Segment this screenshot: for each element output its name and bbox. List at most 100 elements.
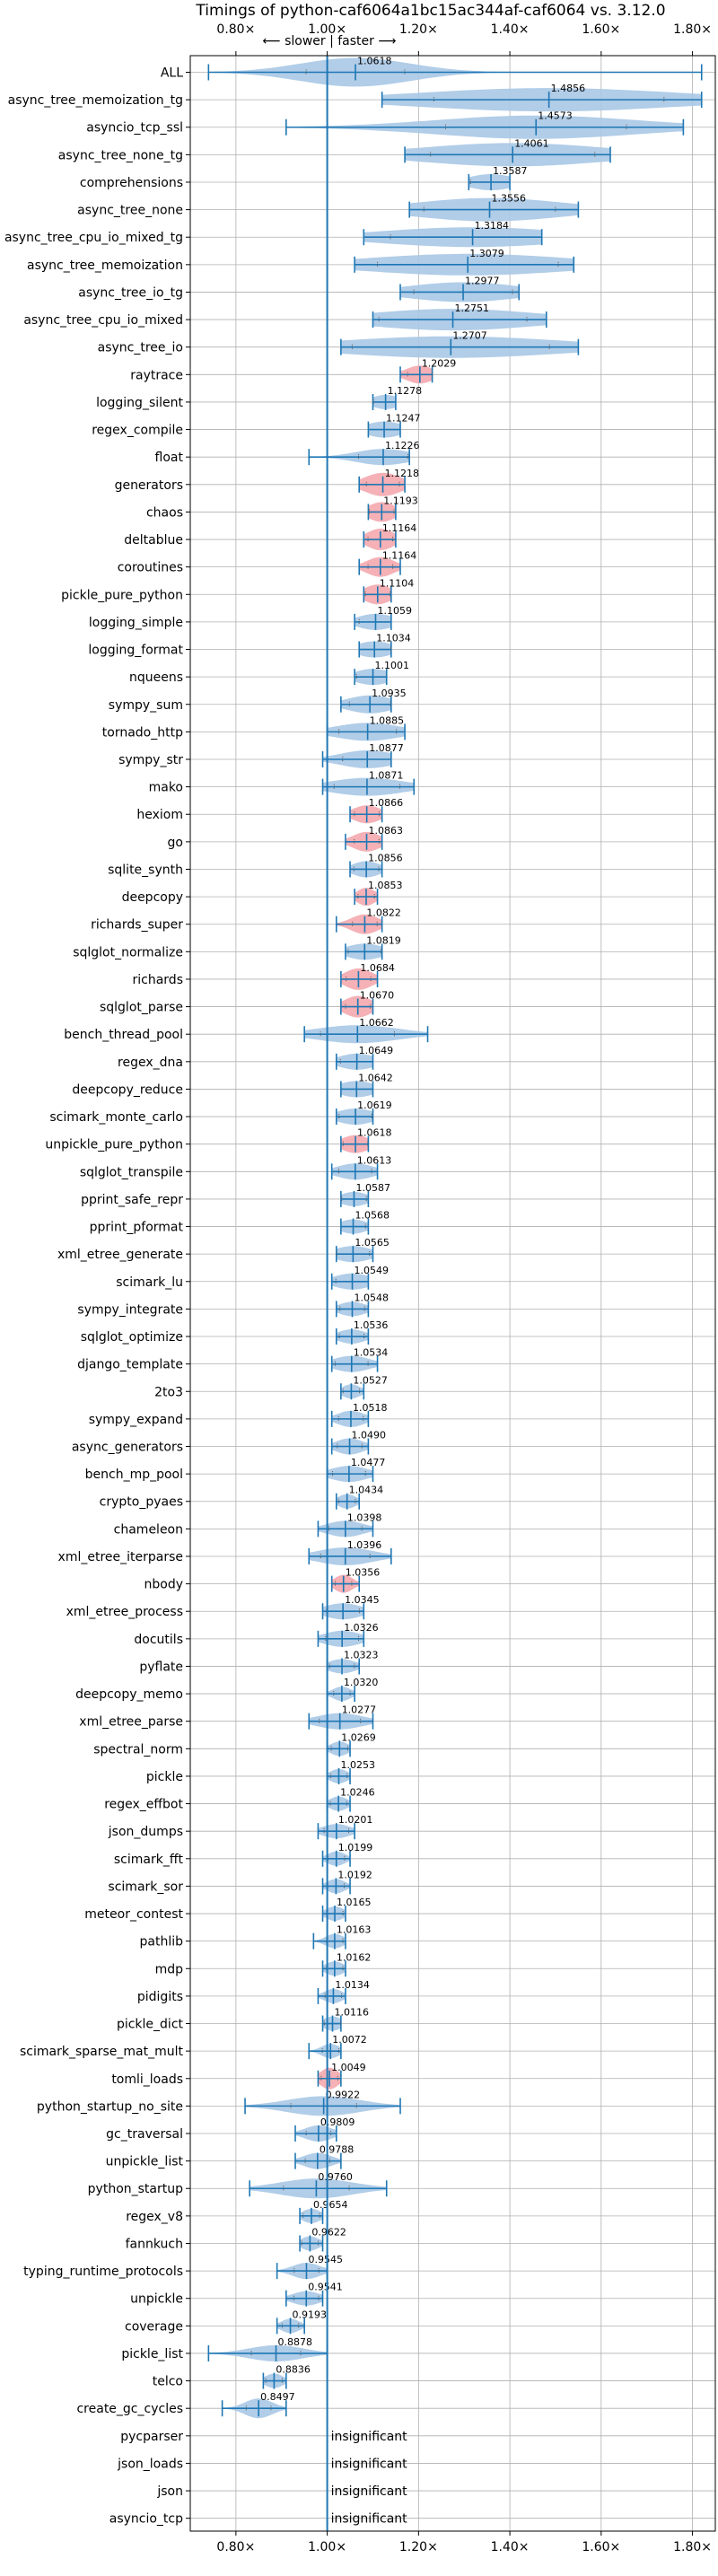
- benchmark-row: nbody 1.0356: [144, 1567, 380, 1593]
- benchmark-name: json_loads: [117, 2457, 183, 2471]
- benchmark-row: typing_runtime_protocols 0.9545: [23, 2254, 343, 2280]
- value-label: 1.4573: [538, 110, 573, 122]
- benchmark-name: tomli_loads: [111, 2072, 183, 2087]
- benchmark-name: async_tree_memoization_tg: [8, 93, 183, 108]
- benchmark-row: deepcopy_reduce 1.0642: [72, 1072, 393, 1098]
- benchmark-name: pycparser: [120, 2430, 183, 2444]
- benchmark-row: async_tree_memoization_tg 1.4856: [8, 83, 703, 112]
- value-label: 1.0534: [354, 1347, 389, 1359]
- benchmark-row: docutils 1.0326: [134, 1622, 379, 1647]
- value-label: 0.9622: [311, 2226, 346, 2238]
- value-label: 1.0684: [360, 962, 395, 974]
- value-label: 1.0323: [344, 1649, 379, 1660]
- benchmark-name: richards_super: [91, 918, 183, 933]
- value-label: 1.0587: [355, 1182, 390, 1194]
- benchmark-row: 2to3 1.0527: [154, 1374, 388, 1400]
- benchmark-rows: ALL 1.0618 async_tree_memoization_tg 1.4856…: [4, 56, 703, 2527]
- value-label: 1.2707: [452, 330, 487, 342]
- value-label: 0.8878: [278, 2336, 313, 2348]
- value-label: 1.1193: [383, 495, 418, 506]
- value-label: 1.1059: [377, 605, 412, 617]
- benchmark-row: sqlglot_normalize 1.0819: [73, 934, 401, 960]
- value-label: 0.8836: [276, 2364, 311, 2376]
- benchmark-name: pyflate: [139, 1660, 183, 1674]
- benchmark-row: go 1.0863: [168, 825, 403, 852]
- value-label: 1.0877: [369, 742, 404, 754]
- benchmark-row: raytrace 1.2029: [130, 357, 456, 384]
- value-label: 1.0536: [354, 1319, 389, 1331]
- bottom-tick-label: 1.00×: [308, 2540, 346, 2554]
- value-label: 1.0434: [349, 1485, 384, 1496]
- benchmark-row: pprint_pformat 1.0568: [90, 1210, 390, 1235]
- benchmark-name: deepcopy_memo: [75, 1687, 183, 1702]
- value-label: 1.0253: [340, 1759, 375, 1771]
- benchmark-name: xml_etree_parse: [79, 1715, 183, 1730]
- value-label: 1.0320: [344, 1677, 379, 1688]
- benchmark-row: float 1.1226: [155, 440, 419, 466]
- benchmark-name: async_tree_io_tg: [78, 285, 183, 300]
- benchmark-row: pickle_dict 1.0116: [117, 2007, 369, 2032]
- benchmark-name: scimark_lu: [116, 1275, 183, 1290]
- benchmark-row: comprehensions 1.3587: [80, 165, 528, 190]
- benchmark-row: sqlglot_transpile 1.0613: [80, 1154, 391, 1180]
- value-label: 1.1218: [385, 468, 420, 479]
- value-label: 1.0670: [360, 990, 395, 1002]
- value-label: 1.0662: [359, 1017, 394, 1029]
- grid-lines: [190, 56, 715, 2531]
- value-label: 1.0165: [337, 1897, 372, 1908]
- benchmark-row: scimark_sparse_mat_mult 1.0072: [20, 2034, 367, 2060]
- value-label: 1.0885: [370, 714, 405, 726]
- value-label: 1.2977: [465, 275, 500, 286]
- benchmark-name: typing_runtime_protocols: [23, 2265, 183, 2279]
- value-label: 0.9809: [320, 2116, 355, 2128]
- benchmark-name: pidigits: [137, 1990, 183, 2004]
- benchmark-name: logging_simple: [89, 616, 183, 630]
- benchmark-name: xml_etree_generate: [57, 1248, 183, 1262]
- value-label: 0.8497: [260, 2391, 295, 2403]
- value-label: 1.1034: [376, 633, 411, 644]
- benchmark-row: json_dumps 1.0201: [108, 1814, 373, 1839]
- top-tick-label: 1.60×: [582, 22, 620, 37]
- benchmark-row: async_tree_memoization 1.3079: [27, 248, 575, 276]
- benchmark-row: unpickle_list 0.9788: [106, 2144, 354, 2169]
- benchmark-row: tornado_http 1.0885: [102, 714, 406, 741]
- benchmark-name: pickle_dict: [117, 2018, 184, 2032]
- benchmark-row: coverage 0.9193: [125, 2309, 327, 2335]
- benchmark-name: async_tree_io: [98, 341, 183, 355]
- benchmark-row: deepcopy_memo 1.0320: [75, 1677, 379, 1703]
- value-label: 1.0116: [335, 2007, 370, 2019]
- value-label: 1.0134: [335, 1979, 370, 1991]
- benchmark-name: scimark_sor: [108, 1879, 183, 1894]
- value-label: 1.3079: [469, 248, 504, 259]
- benchmark-name: coverage: [125, 2319, 183, 2334]
- benchmark-row: ALL 1.0618: [161, 56, 703, 87]
- value-label: 1.0518: [353, 1402, 388, 1414]
- benchmark-row: logging_format 1.1034: [88, 633, 411, 658]
- benchmark-row: chameleon 1.0398: [114, 1511, 381, 1538]
- benchmark-row: pickle_list 0.8878: [121, 2336, 328, 2361]
- value-label: 1.1247: [386, 413, 421, 425]
- benchmark-name: xml_etree_process: [66, 1605, 183, 1619]
- benchmark-row: crypto_pyaes 1.0434: [100, 1485, 384, 1510]
- benchmark-row: sqlglot_optimize 1.0536: [81, 1319, 389, 1345]
- value-label: 0.9541: [308, 2282, 343, 2293]
- benchmark-name: pprint_safe_repr: [81, 1193, 183, 1207]
- top-tick-label: 1.80×: [673, 22, 712, 37]
- benchmark-row: mako 1.0871: [149, 770, 416, 796]
- benchmark-name: regex_v8: [126, 2210, 183, 2224]
- benchmark-row: async_tree_io_tg 1.2977: [78, 275, 521, 302]
- benchmark-row: logging_simple 1.1059: [89, 605, 412, 630]
- benchmark-name: logging_silent: [96, 396, 183, 410]
- benchmark-name: bench_mp_pool: [85, 1468, 183, 1482]
- chart-title: Timings of python-caf6064a1bc15ac344af-c…: [195, 2, 665, 20]
- benchmark-name: async_tree_cpu_io_mixed_tg: [4, 231, 183, 245]
- value-label: 0.9545: [308, 2254, 343, 2265]
- benchmark-name: regex_effbot: [104, 1798, 183, 1812]
- benchmark-name: telco: [153, 2375, 183, 2389]
- top-tick-label: 1.40×: [491, 22, 530, 37]
- value-label: 1.0863: [369, 825, 404, 837]
- benchmark-name: sqlite_synth: [108, 863, 183, 877]
- benchmark-row: pickle 1.0253: [146, 1759, 375, 1784]
- value-label: 1.0649: [359, 1045, 394, 1056]
- benchmark-row: logging_silent 1.1278: [96, 385, 422, 410]
